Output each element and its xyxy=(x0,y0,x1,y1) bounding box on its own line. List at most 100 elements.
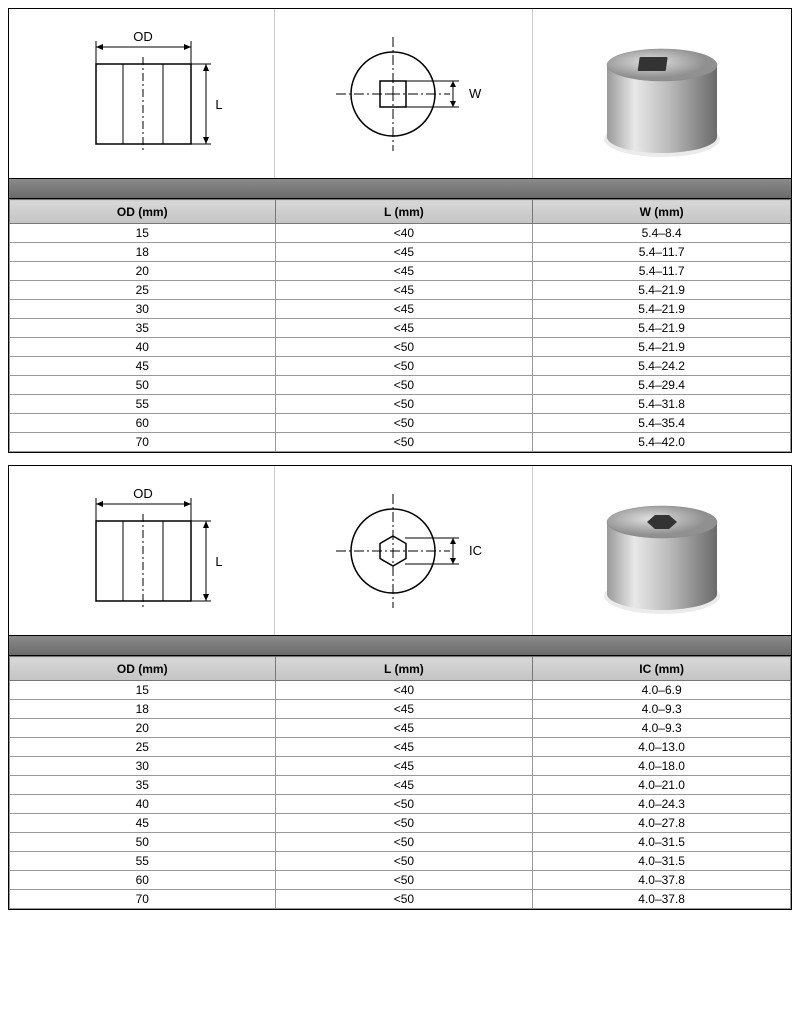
table-cell: 4.0–18.0 xyxy=(533,757,791,776)
svg-text:OD: OD xyxy=(134,29,154,44)
table-row: 35<454.0–21.0 xyxy=(10,776,791,795)
table-row: 55<504.0–31.5 xyxy=(10,852,791,871)
table-cell: 25 xyxy=(10,738,276,757)
table-cell: 4.0–21.0 xyxy=(533,776,791,795)
table-cell: 5.4–21.9 xyxy=(533,300,791,319)
table-row: 35<455.4–21.9 xyxy=(10,319,791,338)
column-header: L (mm) xyxy=(275,200,533,224)
table-cell: 5.4–11.7 xyxy=(533,262,791,281)
table-cell: 5.4–24.2 xyxy=(533,357,791,376)
table-cell: <50 xyxy=(275,376,533,395)
table-row: 30<454.0–18.0 xyxy=(10,757,791,776)
table-row: 50<505.4–29.4 xyxy=(10,376,791,395)
table-row: 25<455.4–21.9 xyxy=(10,281,791,300)
table-cell: 20 xyxy=(10,719,276,738)
table-cell: 70 xyxy=(10,890,276,909)
column-header: IC (mm) xyxy=(533,657,791,681)
top-view-diagram: W xyxy=(303,19,503,169)
table-cell: <50 xyxy=(275,795,533,814)
table-cell: 35 xyxy=(10,776,276,795)
diagram-row: OD L W xyxy=(9,9,791,179)
table-cell: 4.0–37.8 xyxy=(533,890,791,909)
table-cell: 40 xyxy=(10,795,276,814)
table-cell: <50 xyxy=(275,357,533,376)
table-cell: 15 xyxy=(10,224,276,243)
table-cell: 5.4–42.0 xyxy=(533,433,791,452)
table-cell: 20 xyxy=(10,262,276,281)
table-cell: <45 xyxy=(275,243,533,262)
table-cell: 5.4–29.4 xyxy=(533,376,791,395)
table-cell: 5.4–21.9 xyxy=(533,338,791,357)
table-row: 25<454.0–13.0 xyxy=(10,738,791,757)
table-row: 70<505.4–42.0 xyxy=(10,433,791,452)
table-cell: 5.4–31.8 xyxy=(533,395,791,414)
svg-text:OD: OD xyxy=(134,486,154,501)
table-cell: <45 xyxy=(275,319,533,338)
spec-table: OD (mm)L (mm)IC (mm)15<404.0–6.918<454.0… xyxy=(9,656,791,909)
table-cell: 5.4–21.9 xyxy=(533,319,791,338)
table-cell: 45 xyxy=(10,357,276,376)
svg-text:L: L xyxy=(216,97,223,112)
table-cell: 4.0–37.8 xyxy=(533,871,791,890)
table-cell: 4.0–24.3 xyxy=(533,795,791,814)
table-cell: 5.4–11.7 xyxy=(533,243,791,262)
table-cell: 50 xyxy=(10,376,276,395)
table-row: 50<504.0–31.5 xyxy=(10,833,791,852)
table-cell: 4.0–9.3 xyxy=(533,700,791,719)
table-cell: <50 xyxy=(275,852,533,871)
spec-panel-1: OD L IC xyxy=(8,465,792,910)
table-cell: 15 xyxy=(10,681,276,700)
table-row: 15<404.0–6.9 xyxy=(10,681,791,700)
table-cell: <40 xyxy=(275,224,533,243)
table-cell: 55 xyxy=(10,852,276,871)
table-cell: <50 xyxy=(275,814,533,833)
table-cell: <50 xyxy=(275,890,533,909)
table-cell: 4.0–27.8 xyxy=(533,814,791,833)
table-cell: 5.4–35.4 xyxy=(533,414,791,433)
table-row: 60<505.4–35.4 xyxy=(10,414,791,433)
table-row: 45<504.0–27.8 xyxy=(10,814,791,833)
diagram-row: OD L IC xyxy=(9,466,791,636)
table-row: 40<505.4–21.9 xyxy=(10,338,791,357)
table-cell: 60 xyxy=(10,871,276,890)
table-cell: <45 xyxy=(275,757,533,776)
table-row: 40<504.0–24.3 xyxy=(10,795,791,814)
column-header: OD (mm) xyxy=(10,200,276,224)
table-cell: 55 xyxy=(10,395,276,414)
table-cell: <45 xyxy=(275,281,533,300)
column-header: OD (mm) xyxy=(10,657,276,681)
table-row: 20<454.0–9.3 xyxy=(10,719,791,738)
table-cell: 50 xyxy=(10,833,276,852)
table-cell: 35 xyxy=(10,319,276,338)
table-cell: <45 xyxy=(275,700,533,719)
svg-text:IC: IC xyxy=(469,543,482,558)
table-cell: 4.0–9.3 xyxy=(533,719,791,738)
table-cell: 4.0–13.0 xyxy=(533,738,791,757)
table-cell: <50 xyxy=(275,414,533,433)
table-row: 18<454.0–9.3 xyxy=(10,700,791,719)
table-cell: 40 xyxy=(10,338,276,357)
table-cell: <45 xyxy=(275,719,533,738)
table-cell: 70 xyxy=(10,433,276,452)
header-strip xyxy=(9,179,791,199)
table-cell: 60 xyxy=(10,414,276,433)
table-row: 60<504.0–37.8 xyxy=(10,871,791,890)
column-header: W (mm) xyxy=(533,200,791,224)
table-cell: 30 xyxy=(10,757,276,776)
table-cell: <45 xyxy=(275,776,533,795)
table-cell: <50 xyxy=(275,833,533,852)
table-cell: 18 xyxy=(10,700,276,719)
table-row: 18<455.4–11.7 xyxy=(10,243,791,262)
table-cell: 4.0–6.9 xyxy=(533,681,791,700)
table-row: 45<505.4–24.2 xyxy=(10,357,791,376)
table-cell: <45 xyxy=(275,262,533,281)
table-cell: <50 xyxy=(275,338,533,357)
header-strip xyxy=(9,636,791,656)
table-cell: 5.4–21.9 xyxy=(533,281,791,300)
spec-panel-0: OD L W xyxy=(8,8,792,453)
table-cell: <50 xyxy=(275,395,533,414)
top-view-diagram: IC xyxy=(303,476,503,626)
svg-text:L: L xyxy=(216,554,223,569)
table-cell: 4.0–31.5 xyxy=(533,852,791,871)
table-cell: <50 xyxy=(275,433,533,452)
